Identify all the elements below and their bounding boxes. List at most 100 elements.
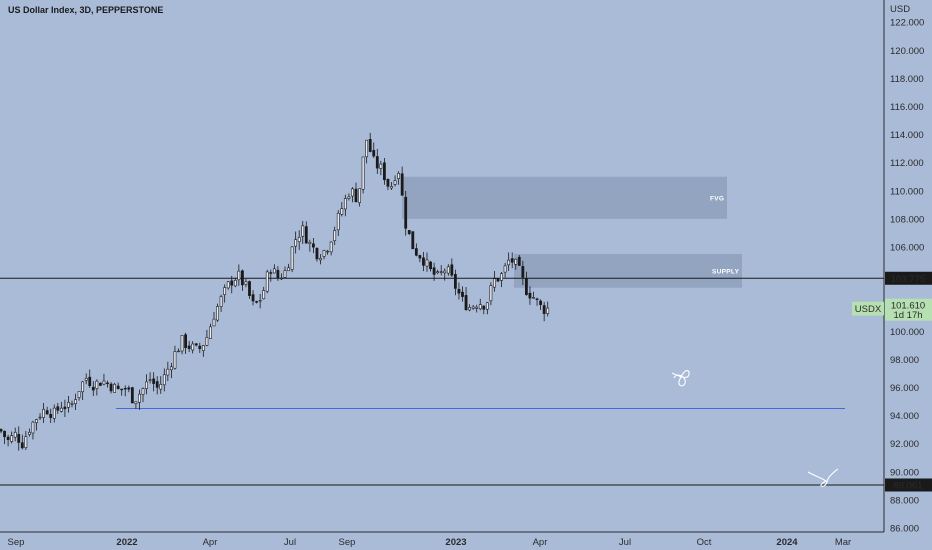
candle-body bbox=[414, 248, 418, 256]
y-tick-label: 98.000 bbox=[890, 355, 919, 366]
y-tick-label: 120.000 bbox=[890, 46, 924, 57]
y-tick-label: 100.000 bbox=[890, 327, 924, 338]
candle-body bbox=[365, 139, 369, 158]
x-tick-label: Jul bbox=[619, 537, 631, 548]
candle-body bbox=[386, 178, 390, 187]
x-tick-label: Sep bbox=[8, 537, 25, 548]
candle-body bbox=[155, 381, 159, 388]
candle-body bbox=[148, 379, 152, 381]
candle-body bbox=[194, 343, 198, 346]
candle-body bbox=[429, 261, 432, 270]
candle-body bbox=[209, 326, 212, 339]
candle-body bbox=[127, 387, 131, 390]
candle-body bbox=[88, 376, 92, 386]
candle-body bbox=[20, 442, 24, 449]
candle-body bbox=[535, 298, 539, 300]
symbol-label: USDX bbox=[855, 304, 882, 315]
candle-body bbox=[287, 267, 290, 272]
candle-body bbox=[493, 278, 496, 288]
candle-body bbox=[120, 388, 124, 391]
candle-body bbox=[297, 237, 301, 243]
candle-body bbox=[205, 337, 209, 346]
candle-body bbox=[262, 290, 266, 300]
handwritten-mark bbox=[807, 468, 839, 487]
candle-body bbox=[503, 265, 507, 273]
candle-body bbox=[38, 416, 42, 419]
candle-body bbox=[177, 350, 180, 353]
candle-body bbox=[397, 173, 401, 180]
candle-body bbox=[138, 393, 141, 403]
candle-body bbox=[343, 198, 347, 210]
candle-body bbox=[116, 385, 120, 389]
candle-body bbox=[141, 388, 145, 395]
candle-body bbox=[336, 212, 340, 231]
candle-body bbox=[219, 296, 223, 307]
candle-body bbox=[439, 271, 443, 273]
x-tick-label: Apr bbox=[203, 537, 218, 548]
candle-body bbox=[532, 297, 535, 299]
candle-body bbox=[198, 345, 202, 349]
candle-body bbox=[45, 410, 49, 415]
zone-label-fvg: FVG bbox=[710, 195, 724, 202]
candle-body bbox=[319, 258, 322, 261]
candle-body bbox=[354, 188, 358, 203]
candle-body bbox=[326, 250, 330, 253]
candle-body bbox=[528, 292, 532, 299]
candle-body bbox=[70, 403, 74, 405]
candle-body bbox=[226, 281, 230, 289]
candle-body bbox=[280, 277, 283, 280]
candle-body bbox=[81, 381, 85, 393]
candle-body bbox=[212, 318, 216, 327]
countdown-label: 1d 17h bbox=[893, 310, 922, 321]
candle-body bbox=[241, 270, 244, 286]
candle-body bbox=[248, 281, 251, 296]
candle-body bbox=[42, 409, 46, 418]
y-tick-label: 88.000 bbox=[890, 495, 919, 506]
x-tick-label: Oct bbox=[697, 537, 712, 548]
candle-body bbox=[436, 271, 440, 274]
candle-body bbox=[361, 156, 365, 190]
candle-body bbox=[91, 386, 95, 391]
candle-body bbox=[10, 435, 14, 442]
zone-supply[interactable] bbox=[514, 254, 742, 288]
candle-body bbox=[35, 419, 38, 424]
candle-body bbox=[446, 266, 450, 274]
candle-body bbox=[258, 300, 262, 302]
zone-fvg[interactable] bbox=[402, 176, 727, 219]
y-tick-label: 116.000 bbox=[890, 102, 924, 113]
candle-body bbox=[63, 406, 67, 410]
candle-body bbox=[276, 269, 280, 279]
candle-body bbox=[152, 378, 156, 384]
candle-body bbox=[162, 374, 166, 386]
candle-body bbox=[106, 382, 109, 385]
y-tick-label: 86.000 bbox=[890, 524, 919, 535]
candle-body bbox=[17, 433, 21, 443]
candle-body bbox=[166, 368, 170, 376]
candle-body bbox=[59, 407, 63, 412]
y-axis-unit: USD bbox=[890, 4, 910, 15]
candle-body bbox=[56, 406, 60, 411]
candle-body bbox=[407, 230, 411, 234]
candle-body bbox=[539, 300, 543, 306]
candle-body bbox=[507, 259, 511, 266]
candle-body bbox=[524, 278, 528, 295]
candle-body bbox=[113, 383, 117, 393]
candle-body bbox=[230, 280, 234, 286]
candle-body bbox=[308, 241, 312, 244]
candle-body bbox=[31, 421, 35, 434]
y-tick-label: 118.000 bbox=[890, 74, 924, 85]
y-tick-label: 122.000 bbox=[890, 18, 924, 29]
candle-body bbox=[485, 302, 489, 310]
candle-body bbox=[404, 196, 408, 229]
candle-body bbox=[514, 258, 518, 265]
y-tick-label: 108.000 bbox=[890, 214, 924, 225]
candle-body bbox=[322, 250, 326, 257]
candle-body bbox=[233, 280, 237, 287]
candle-body bbox=[368, 139, 372, 152]
x-tick-label: 2022 bbox=[116, 537, 137, 548]
candle-body bbox=[13, 432, 17, 438]
candle-body bbox=[244, 281, 248, 285]
candle-body bbox=[237, 270, 241, 281]
candle-body bbox=[84, 378, 88, 381]
